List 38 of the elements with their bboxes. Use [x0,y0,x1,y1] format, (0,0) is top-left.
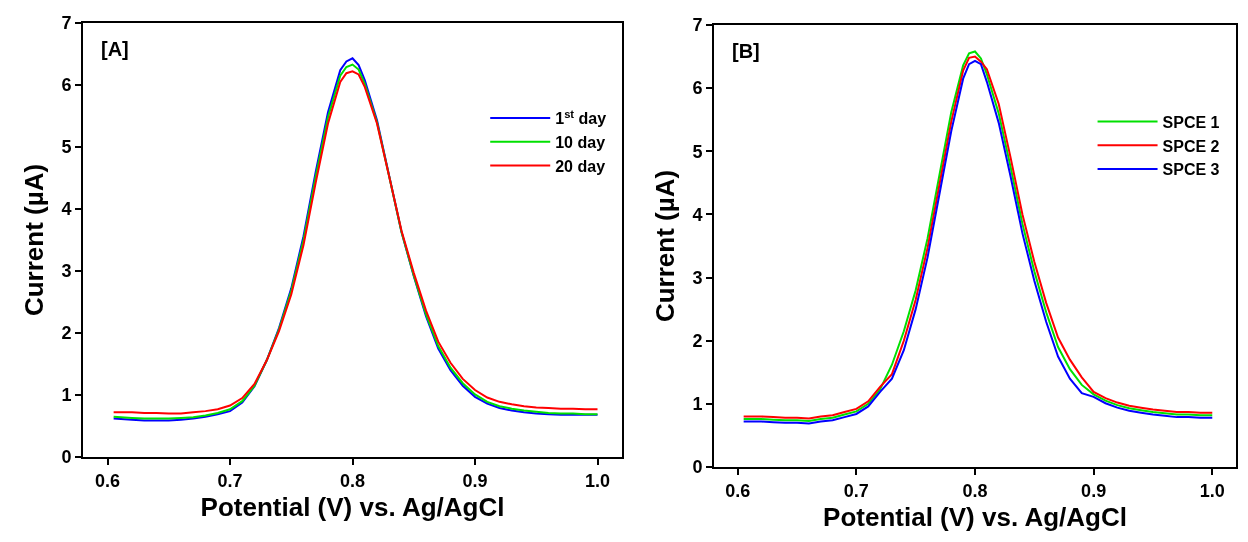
x-tick-label: 0.9 [462,470,488,491]
y-tick-label: 6 [692,78,703,99]
y-tick-label: 5 [61,137,72,158]
legend-label: 10 day [555,134,606,152]
legend-label: 20 day [555,157,606,175]
x-tick-label: 0.8 [962,480,988,501]
x-tick-label: 0.6 [94,470,121,491]
y-tick-label: 6 [61,75,72,96]
y-tick-label: 0 [692,457,703,478]
y-tick-label: 7 [61,13,72,34]
y-tick-label: 3 [61,261,72,282]
y-tick-label: 2 [692,331,703,352]
y-tick-label: 1 [61,385,72,406]
y-tick-label: 5 [692,141,703,162]
y-tick-label: 0 [61,447,72,468]
x-axis-title: Potential (V) vs. Ag/AgCl [823,501,1127,532]
legend-label: SPCE 2 [1162,137,1220,155]
legend-label: 1$^{st}$ day [555,107,607,128]
y-tick-label: 4 [692,204,703,225]
legend-label: SPCE 3 [1162,161,1220,179]
x-tick-label: 0.8 [339,470,366,491]
y-tick-label: 2 [61,323,72,344]
annotation: [B] [732,40,760,62]
x-tick-label: 1.0 [584,470,611,491]
y-tick-label: 7 [692,15,703,36]
x-tick-label: 0.7 [843,480,869,501]
x-tick-label: 0.9 [1081,480,1107,501]
x-tick-label: 1.0 [1199,480,1225,501]
y-tick-label: 1 [692,394,703,415]
y-axis-title: Current (µA) [19,163,50,317]
annotation: [A] [101,38,129,60]
x-axis-title: Potential (V) vs. Ag/AgCl [200,491,505,522]
x-tick-label: 0.6 [725,480,751,501]
x-tick-label: 0.7 [217,470,243,491]
y-axis-title: Current (µA) [650,169,681,323]
y-tick-label: 4 [61,199,72,220]
legend-label: SPCE 1 [1162,113,1220,131]
y-tick-label: 3 [692,267,703,288]
